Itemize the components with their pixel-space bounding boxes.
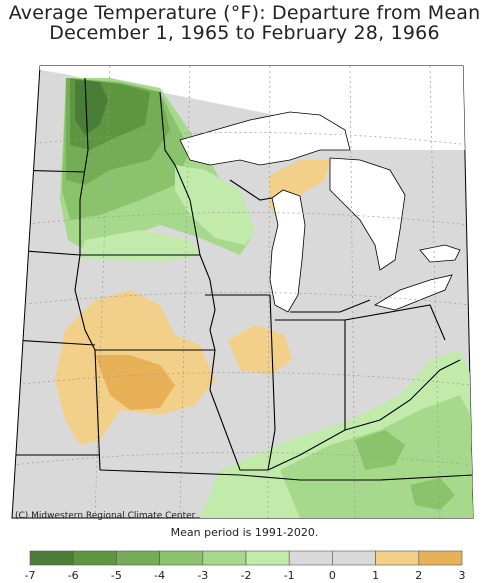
legend-bin-1 xyxy=(72,550,117,566)
legend-bin-6 xyxy=(288,550,333,566)
legend-bin-5 xyxy=(245,550,290,566)
legend-tick-3: -4 xyxy=(154,569,165,582)
mean-period-note: Mean period is 1991-2020. xyxy=(170,526,319,539)
legend-bin-4 xyxy=(202,550,247,566)
legend-tick-9: 2 xyxy=(415,569,422,582)
legend-bin-2 xyxy=(116,550,160,566)
state-borders xyxy=(12,77,473,481)
legend-tick-10: 3 xyxy=(459,569,466,582)
legend-tick-0: -7 xyxy=(25,569,36,582)
legend-tick-8: 1 xyxy=(372,569,379,582)
lake-ontario xyxy=(419,244,461,263)
legend-tick-5: -2 xyxy=(241,569,252,582)
canada-region xyxy=(30,66,470,150)
lake-erie xyxy=(373,274,453,311)
credit-text: (C) Midwestern Regional Climate Center xyxy=(15,511,196,521)
legend-bin-8 xyxy=(375,550,420,566)
mn-minus6-zone xyxy=(75,80,108,135)
legend-tick-1: -6 xyxy=(68,569,79,582)
il-warm-zone xyxy=(228,325,292,375)
ky-minus2-patch xyxy=(355,430,405,470)
legend-tick-7: 0 xyxy=(329,569,336,582)
legend-bin-7 xyxy=(332,550,376,566)
lat-lon-grid xyxy=(12,66,471,518)
lake-huron xyxy=(329,157,406,271)
legend-color-bar xyxy=(29,550,463,566)
tn-minus2-patch xyxy=(410,478,455,510)
legend-tick-4: -3 xyxy=(197,569,208,582)
lake-superior xyxy=(179,111,351,166)
mn-south-minus1-zone xyxy=(80,230,200,262)
lake-michigan xyxy=(269,189,306,313)
legend-tick-2: -5 xyxy=(111,569,122,582)
legend-bin-3 xyxy=(159,550,204,566)
map-date-range: December 1, 1965 to February 28, 1966 xyxy=(49,22,440,44)
map-title: Average Temperature (°F): Departure from… xyxy=(8,2,481,24)
legend-bin-9 xyxy=(418,550,463,566)
legend-tick-labels: -7 -6 -5 -4 -3 -2 -1 0 1 2 3 xyxy=(25,569,466,582)
wi-minus1-zone xyxy=(175,165,255,245)
mo-plus2-zone xyxy=(95,355,175,410)
legend-bin-0 xyxy=(29,550,74,566)
legend-tick-6: -1 xyxy=(284,569,295,582)
